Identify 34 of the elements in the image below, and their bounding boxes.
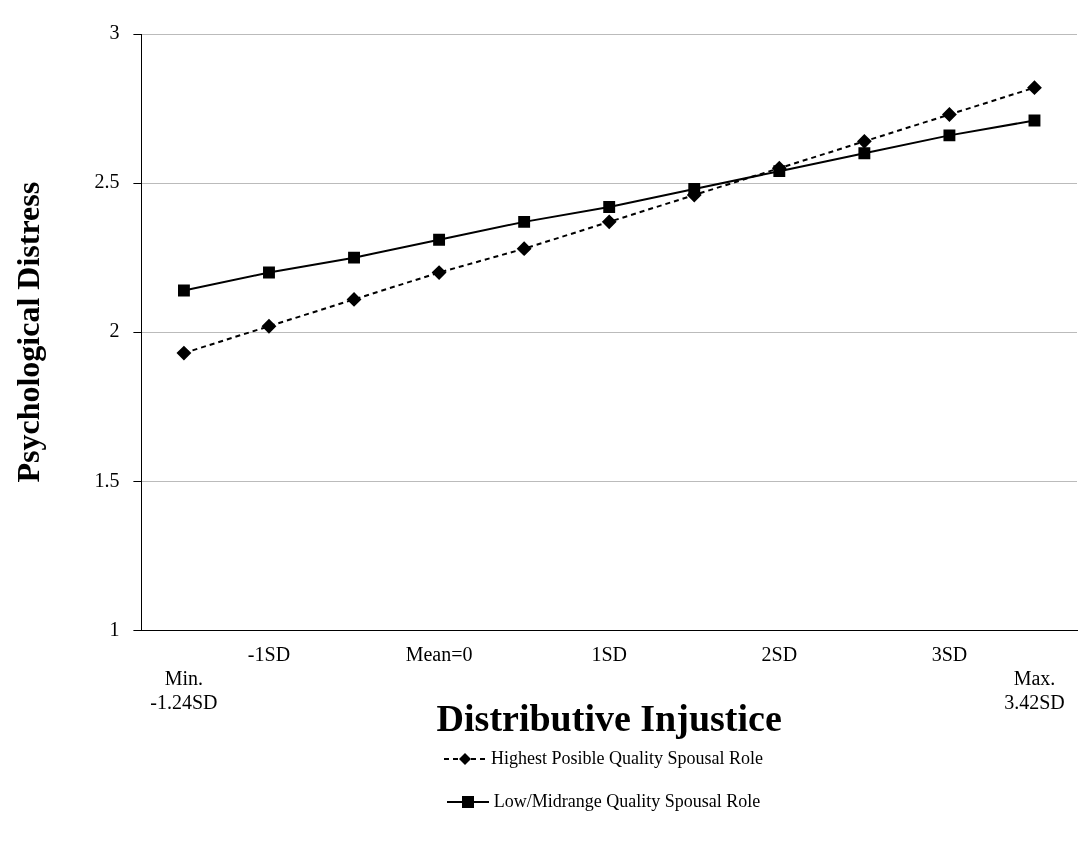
point (263, 266, 275, 279)
point (1027, 80, 1042, 95)
y-tick-label: 1.5 (94, 468, 120, 491)
x-tick-label: 2SD (761, 642, 798, 665)
legend-label: Highest Posible Quality Spousal Role (491, 748, 763, 769)
point (432, 265, 447, 280)
point (261, 319, 276, 334)
x-tick-label: 3SD (931, 642, 968, 665)
point (348, 251, 360, 264)
x-tick-label: -1SD (247, 642, 291, 665)
x-tick-label: 1SD (591, 642, 627, 665)
point (942, 107, 957, 122)
point (773, 165, 786, 178)
x-tick-label: Mean=0 (405, 642, 473, 665)
x-axis-title: Distributive Injustice (436, 697, 782, 740)
x-tick-label: Max. 3.42SD (1004, 666, 1065, 713)
point (347, 292, 362, 307)
y-tick-label: 2.5 (94, 170, 120, 193)
y-tick-label: 1 (109, 617, 120, 640)
point (603, 201, 616, 213)
point (602, 214, 617, 229)
point (518, 215, 531, 228)
y-axis-title: Psychological Distress (10, 181, 47, 483)
x-tick-label: Min. -1.24SD (150, 666, 218, 713)
point (176, 346, 191, 361)
point (517, 241, 532, 256)
point (177, 284, 190, 297)
point (858, 147, 871, 160)
point (943, 129, 956, 142)
legend-label: Low/Midrange Quality Spousal Role (493, 791, 761, 812)
y-tick-label: 3 (109, 21, 120, 44)
y-tick-label: 2 (109, 319, 120, 342)
point (433, 233, 446, 246)
point (857, 134, 872, 149)
